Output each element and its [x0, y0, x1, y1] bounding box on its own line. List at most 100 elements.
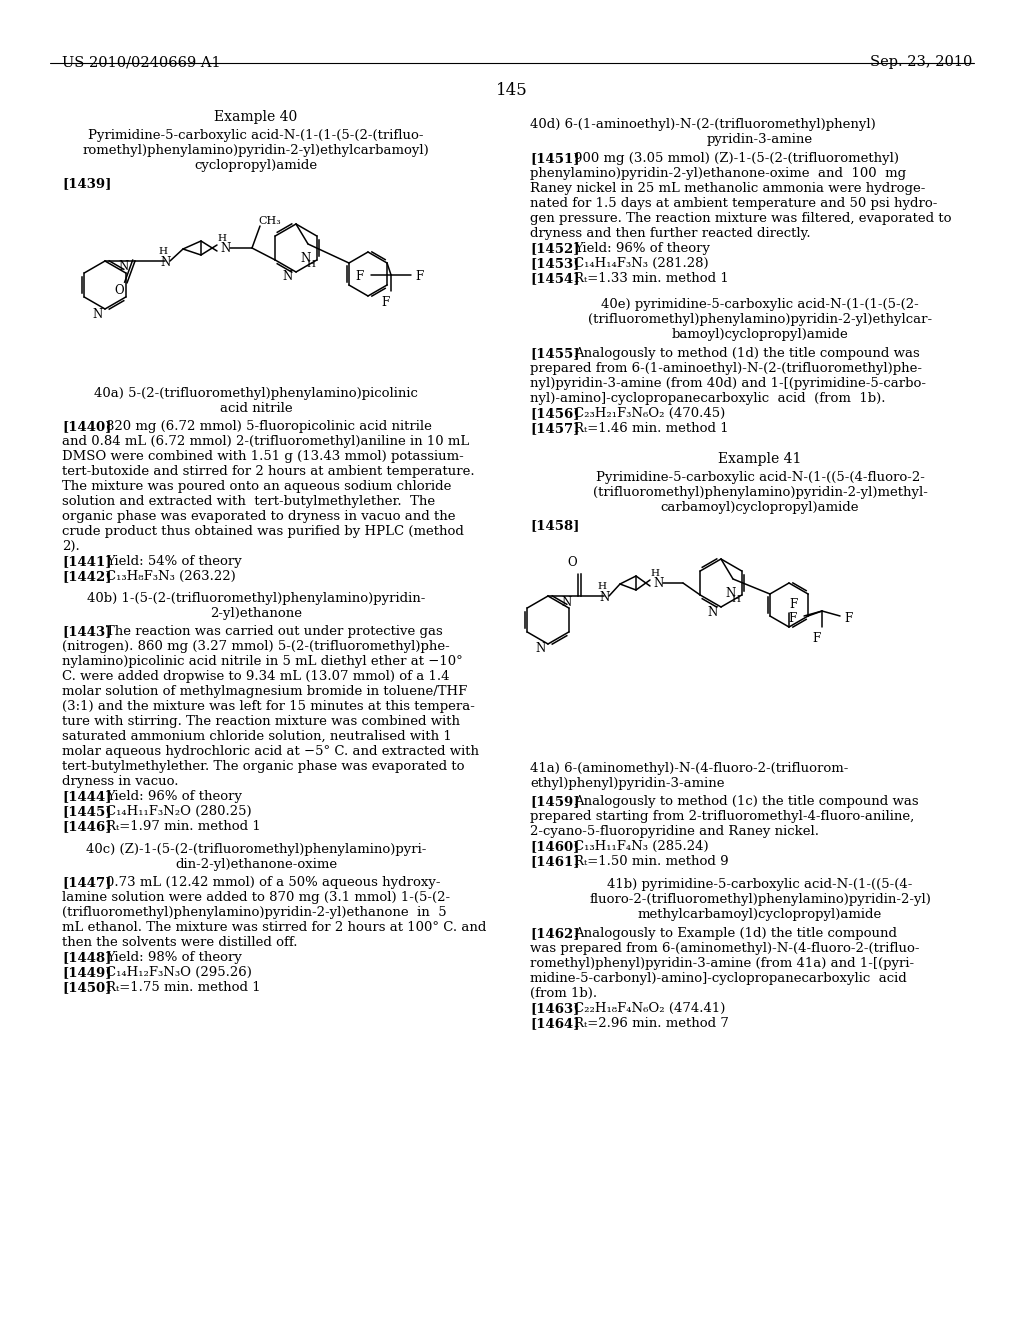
Text: midine-5-carbonyl)-amino]-cyclopropanecarboxylic  acid: midine-5-carbonyl)-amino]-cyclopropaneca…: [530, 972, 906, 985]
Text: C₁₃H₁₁F₄N₃ (285.24): C₁₃H₁₁F₄N₃ (285.24): [574, 840, 709, 853]
Text: romethyl)phenylamino)pyridin-2-yl)ethylcarbamoyl): romethyl)phenylamino)pyridin-2-yl)ethylc…: [83, 144, 429, 157]
Text: [1453]: [1453]: [530, 257, 580, 271]
Text: [1459]: [1459]: [530, 795, 580, 808]
Text: Rₜ=1.46 min. method 1: Rₜ=1.46 min. method 1: [574, 422, 729, 436]
Text: methylcarbamoyl)cyclopropyl)amide: methylcarbamoyl)cyclopropyl)amide: [638, 908, 882, 921]
Text: N: N: [708, 606, 718, 619]
Text: Yield: 96% of theory: Yield: 96% of theory: [574, 242, 710, 255]
Text: bamoyl)cyclopropyl)amide: bamoyl)cyclopropyl)amide: [672, 327, 848, 341]
Text: tert-butoxide and stirred for 2 hours at ambient temperature.: tert-butoxide and stirred for 2 hours at…: [62, 465, 475, 478]
Text: [1446]: [1446]: [62, 820, 112, 833]
Text: [1445]: [1445]: [62, 805, 112, 818]
Text: [1464]: [1464]: [530, 1016, 580, 1030]
Text: N: N: [220, 242, 230, 255]
Text: [1458]: [1458]: [530, 519, 580, 532]
Text: molar aqueous hydrochloric acid at −5° C. and extracted with: molar aqueous hydrochloric acid at −5° C…: [62, 744, 479, 758]
Text: 40e) pyrimidine-5-carboxylic acid-N-(1-(1-(5-(2-: 40e) pyrimidine-5-carboxylic acid-N-(1-(…: [601, 298, 919, 312]
Text: Sep. 23, 2010: Sep. 23, 2010: [870, 55, 973, 69]
Text: H: H: [650, 569, 659, 578]
Text: [1457]: [1457]: [530, 422, 580, 436]
Text: The reaction was carried out under protective gas: The reaction was carried out under prote…: [106, 624, 442, 638]
Text: H: H: [597, 582, 606, 591]
Text: solution and extracted with  tert-butylmethylether.  The: solution and extracted with tert-butylme…: [62, 495, 435, 508]
Text: [1449]: [1449]: [62, 966, 112, 979]
Text: [1456]: [1456]: [530, 407, 580, 420]
Text: F: F: [355, 271, 364, 284]
Text: Yield: 54% of theory: Yield: 54% of theory: [106, 554, 242, 568]
Text: N: N: [283, 271, 293, 284]
Text: C₁₄H₁₁F₃N₂O (280.25): C₁₄H₁₁F₃N₂O (280.25): [106, 805, 252, 818]
Text: N: N: [300, 252, 310, 265]
Text: [1454]: [1454]: [530, 272, 580, 285]
Text: F: F: [415, 271, 423, 284]
Text: Rₜ=1.75 min. method 1: Rₜ=1.75 min. method 1: [106, 981, 261, 994]
Text: and 0.84 mL (6.72 mmol) 2-(trifluoromethyl)aniline in 10 mL: and 0.84 mL (6.72 mmol) 2-(trifluorometh…: [62, 436, 469, 447]
Text: din-2-yl)ethanone-oxime: din-2-yl)ethanone-oxime: [175, 858, 337, 871]
Text: saturated ammonium chloride solution, neutralised with 1: saturated ammonium chloride solution, ne…: [62, 730, 452, 743]
Text: mL ethanol. The mixture was stirred for 2 hours at 100° C. and: mL ethanol. The mixture was stirred for …: [62, 921, 486, 935]
Text: US 2010/0240669 A1: US 2010/0240669 A1: [62, 55, 220, 69]
Text: (nitrogen). 860 mg (3.27 mmol) 5-(2-(trifluoromethyl)phe-: (nitrogen). 860 mg (3.27 mmol) 5-(2-(tri…: [62, 640, 450, 653]
Text: H: H: [731, 595, 740, 605]
Text: N: N: [119, 260, 129, 273]
Text: gen pressure. The reaction mixture was filtered, evaporated to: gen pressure. The reaction mixture was f…: [530, 213, 951, 224]
Text: H: H: [217, 234, 226, 243]
Text: Yield: 98% of theory: Yield: 98% of theory: [106, 950, 242, 964]
Text: N: N: [536, 643, 546, 656]
Text: [1460]: [1460]: [530, 840, 580, 853]
Text: Pyrimidine-5-carboxylic acid-N-(1-((5-(4-fluoro-2-: Pyrimidine-5-carboxylic acid-N-(1-((5-(4…: [596, 471, 925, 484]
Text: nylamino)picolinic acid nitrile in 5 mL diethyl ether at −10°: nylamino)picolinic acid nitrile in 5 mL …: [62, 655, 463, 668]
Text: N: N: [160, 256, 170, 269]
Text: Analogously to method (1c) the title compound was: Analogously to method (1c) the title com…: [574, 795, 919, 808]
Text: 40d) 6-(1-aminoethyl)-N-(2-(trifluoromethyl)phenyl): 40d) 6-(1-aminoethyl)-N-(2-(trifluoromet…: [530, 117, 876, 131]
Text: Yield: 96% of theory: Yield: 96% of theory: [106, 789, 242, 803]
Text: (trifluoromethyl)phenylamino)pyridin-2-yl)methyl-: (trifluoromethyl)phenylamino)pyridin-2-y…: [593, 486, 928, 499]
Text: C₂₃H₂₁F₃N₆O₂ (470.45): C₂₃H₂₁F₃N₆O₂ (470.45): [574, 407, 725, 420]
Text: nated for 1.5 days at ambient temperature and 50 psi hydro-: nated for 1.5 days at ambient temperatur…: [530, 197, 937, 210]
Text: [1461]: [1461]: [530, 855, 580, 869]
Text: C₁₄H₁₄F₃N₃ (281.28): C₁₄H₁₄F₃N₃ (281.28): [574, 257, 709, 271]
Text: [1443]: [1443]: [62, 624, 112, 638]
Text: crude product thus obtained was purified by HPLC (method: crude product thus obtained was purified…: [62, 525, 464, 539]
Text: N: N: [653, 577, 664, 590]
Text: molar solution of methylmagnesium bromide in toluene/THF: molar solution of methylmagnesium bromid…: [62, 685, 467, 698]
Text: [1451]: [1451]: [530, 152, 580, 165]
Text: ethyl)phenyl)pyridin-3-amine: ethyl)phenyl)pyridin-3-amine: [530, 777, 725, 789]
Text: [1441]: [1441]: [62, 554, 112, 568]
Text: Example 41: Example 41: [718, 451, 802, 466]
Text: ture with stirring. The reaction mixture was combined with: ture with stirring. The reaction mixture…: [62, 715, 460, 729]
Text: was prepared from 6-(aminomethyl)-N-(4-fluoro-2-(trifluo-: was prepared from 6-(aminomethyl)-N-(4-f…: [530, 942, 920, 954]
Text: acid nitrile: acid nitrile: [220, 403, 292, 414]
Text: [1462]: [1462]: [530, 927, 580, 940]
Text: 2).: 2).: [62, 540, 80, 553]
Text: [1444]: [1444]: [62, 789, 112, 803]
Text: Rₜ=2.96 min. method 7: Rₜ=2.96 min. method 7: [574, 1016, 729, 1030]
Text: [1455]: [1455]: [530, 347, 580, 360]
Text: 2-yl)ethanone: 2-yl)ethanone: [210, 607, 302, 620]
Text: [1447]: [1447]: [62, 876, 112, 888]
Text: dryness in vacuo.: dryness in vacuo.: [62, 775, 178, 788]
Text: F: F: [788, 598, 797, 611]
Text: N: N: [93, 308, 103, 321]
Text: nyl)pyridin-3-amine (from 40d) and 1-[(pyrimidine-5-carbo-: nyl)pyridin-3-amine (from 40d) and 1-[(p…: [530, 378, 926, 389]
Text: [1448]: [1448]: [62, 950, 112, 964]
Text: organic phase was evaporated to dryness in vacuo and the: organic phase was evaporated to dryness …: [62, 510, 456, 523]
Text: [1452]: [1452]: [530, 242, 580, 255]
Text: Analogously to Example (1d) the title compound: Analogously to Example (1d) the title co…: [574, 927, 897, 940]
Text: C₂₂H₁₈F₄N₆O₂ (474.41): C₂₂H₁₈F₄N₆O₂ (474.41): [574, 1002, 725, 1015]
Text: F: F: [844, 611, 852, 624]
Text: [1439]: [1439]: [62, 177, 112, 190]
Text: 40c) (Z)-1-(5-(2-(trifluoromethyl)phenylamino)pyri-: 40c) (Z)-1-(5-(2-(trifluoromethyl)phenyl…: [86, 843, 426, 855]
Text: (3:1) and the mixture was left for 15 minutes at this tempera-: (3:1) and the mixture was left for 15 mi…: [62, 700, 475, 713]
Text: [1442]: [1442]: [62, 570, 112, 583]
Text: C. were added dropwise to 9.34 mL (13.07 mmol) of a 1.4: C. were added dropwise to 9.34 mL (13.07…: [62, 671, 450, 682]
Text: (trifluoromethyl)phenylamino)pyridin-2-yl)ethylcar-: (trifluoromethyl)phenylamino)pyridin-2-y…: [588, 313, 932, 326]
Text: carbamoyl)cyclopropyl)amide: carbamoyl)cyclopropyl)amide: [660, 502, 859, 513]
Text: (trifluoromethyl)phenylamino)pyridin-2-yl)ethanone  in  5: (trifluoromethyl)phenylamino)pyridin-2-y…: [62, 906, 446, 919]
Text: Raney nickel in 25 mL methanolic ammonia were hydroge-: Raney nickel in 25 mL methanolic ammonia…: [530, 182, 926, 195]
Text: Pyrimidine-5-carboxylic acid-N-(1-(1-(5-(2-(trifluo-: Pyrimidine-5-carboxylic acid-N-(1-(1-(5-…: [88, 129, 424, 143]
Text: (from 1b).: (from 1b).: [530, 987, 597, 1001]
Text: Example 40: Example 40: [214, 110, 298, 124]
Text: romethyl)phenyl)pyridin-3-amine (from 41a) and 1-[(pyri-: romethyl)phenyl)pyridin-3-amine (from 41…: [530, 957, 914, 970]
Text: 41b) pyrimidine-5-carboxylic acid-N-(1-((5-(4-: 41b) pyrimidine-5-carboxylic acid-N-(1-(…: [607, 878, 912, 891]
